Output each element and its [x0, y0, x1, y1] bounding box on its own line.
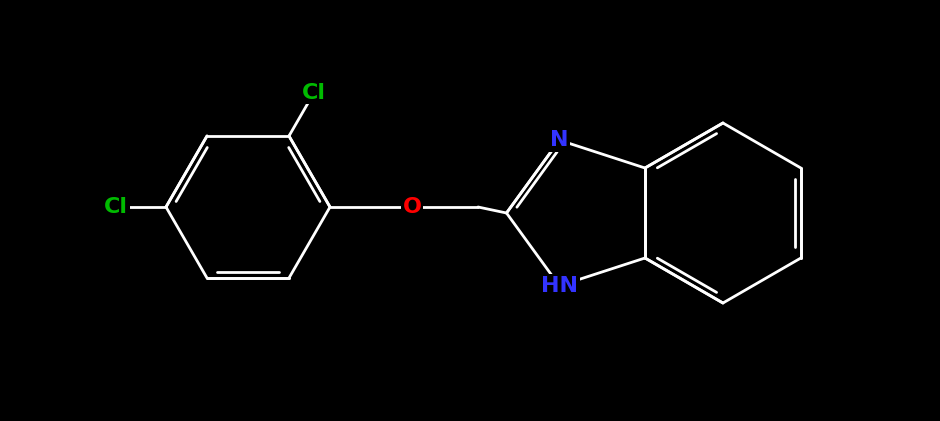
Text: O: O [402, 197, 421, 217]
Text: N: N [550, 130, 569, 150]
Text: Cl: Cl [104, 197, 128, 217]
Text: Cl: Cl [302, 83, 326, 103]
Text: HN: HN [540, 276, 578, 296]
